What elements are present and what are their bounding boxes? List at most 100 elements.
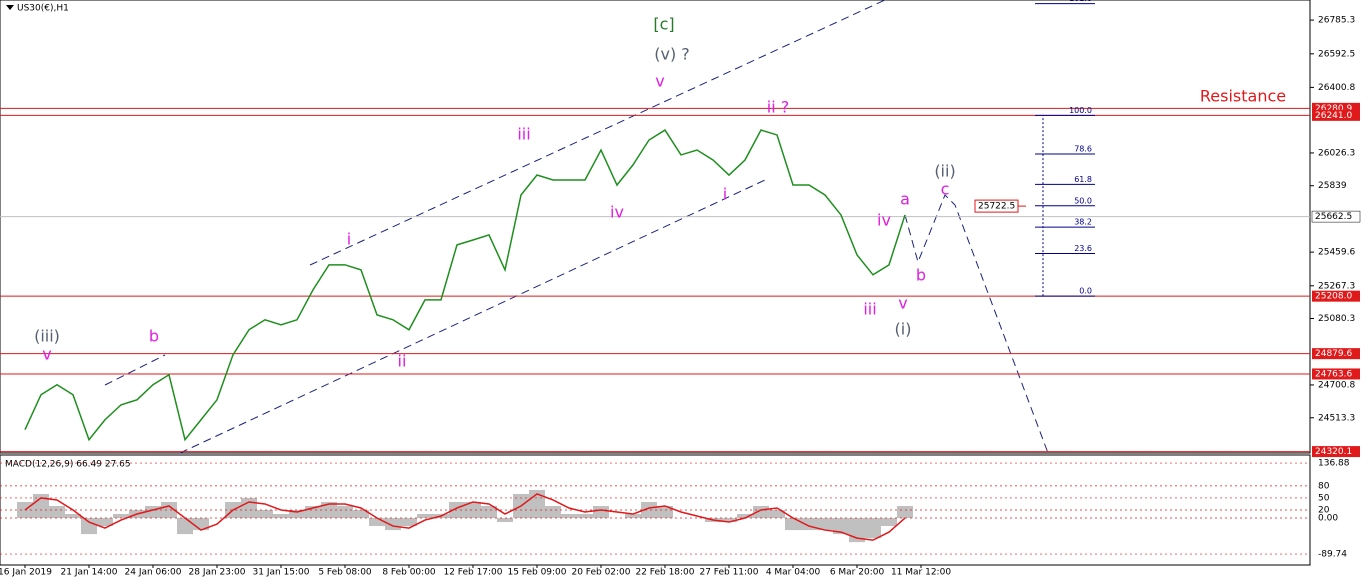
x-tick-label: 31 Jan 15:00 <box>253 568 310 578</box>
wave-label: [c] <box>653 15 674 34</box>
reference-label-bg <box>1312 102 1360 114</box>
x-tick-label: 27 Feb 11:00 <box>699 568 758 578</box>
macd-tick-label: 20 <box>1318 506 1330 516</box>
macd-bar <box>577 514 593 519</box>
y-tick-label: 25267.3 <box>1318 281 1355 291</box>
macd-bar <box>769 510 785 519</box>
x-tick-label: 21 Jan 14:00 <box>61 568 118 578</box>
macd-bar <box>257 510 273 519</box>
macd-title: MACD(12,26,9) 66.49 27.65 <box>5 460 131 470</box>
x-tick-label: 16 Jan 2019 <box>0 568 52 578</box>
upper-channel <box>309 0 886 266</box>
macd-bar <box>833 518 849 535</box>
wave-label: v <box>42 345 51 364</box>
wave-label: ii <box>398 352 407 371</box>
menu-triangle[interactable] <box>6 5 14 10</box>
wave-label: (ii) <box>934 162 955 181</box>
wave-label: b <box>149 327 159 346</box>
macd-bar <box>497 518 513 523</box>
fib-label: 0.0 <box>1079 287 1092 296</box>
macd-tick-label: 0.00 <box>1318 514 1338 524</box>
x-tick-label: 6 Mar 20:00 <box>830 568 885 578</box>
fib-label: 78.6 <box>1074 145 1092 154</box>
reference-label-bg <box>1312 368 1360 380</box>
wave-label: v <box>898 294 907 313</box>
macd-bar <box>273 514 289 519</box>
macd-bar <box>289 510 305 519</box>
wave-label: Resistance <box>1200 87 1286 106</box>
wave-label: iii <box>517 125 530 144</box>
macd-bar <box>593 505 609 519</box>
macd-tick-label: 80 <box>1318 481 1330 491</box>
x-tick-label: 5 Feb 08:00 <box>318 568 372 578</box>
macd-bar <box>49 505 65 519</box>
x-tick-label: 22 Feb 18:00 <box>635 568 694 578</box>
wave-label: iv <box>610 203 624 222</box>
macd-bar <box>113 514 129 519</box>
macd-bar <box>417 514 433 519</box>
macd-bar <box>353 510 369 519</box>
reference-label: 26241.0 <box>1315 111 1352 121</box>
macd-bar <box>321 501 337 519</box>
y-tick-label: 25459.6 <box>1318 248 1355 258</box>
fib-label: 38.2 <box>1074 218 1092 227</box>
x-tick-label: 24 Jan 06:00 <box>125 568 182 578</box>
fib-label: 23.6 <box>1074 244 1092 253</box>
y-tick-label: 25839 <box>1318 181 1347 191</box>
reference-label-bg <box>1312 290 1360 302</box>
reference-label-bg <box>1312 446 1360 458</box>
macd-bar <box>241 497 257 519</box>
macd-bar <box>481 505 497 519</box>
macd-bar <box>177 518 193 535</box>
macd-tick-label: 50 <box>1318 493 1330 503</box>
channel-lines <box>104 0 1049 454</box>
macd-bar <box>897 505 913 519</box>
x-tick-label: 12 Feb 17:00 <box>443 568 502 578</box>
macd-bar <box>881 518 897 527</box>
fib-label: 50.0 <box>1074 196 1092 205</box>
current-price-label: 25662.5 <box>1315 212 1352 222</box>
macd-bar <box>369 518 385 527</box>
x-tick-label: 4 Mar 04:00 <box>766 568 821 578</box>
macd-bar <box>737 514 753 519</box>
wave-label: i <box>347 230 351 249</box>
wave-label: v <box>655 72 664 91</box>
y-tick-label: 24700.8 <box>1318 380 1355 390</box>
price-line <box>24 129 906 442</box>
x-tick-label: 20 Feb 02:00 <box>571 568 630 578</box>
reference-label: 24763.6 <box>1315 369 1352 379</box>
macd-bar <box>465 501 481 519</box>
macd-bar <box>561 514 577 519</box>
macd-bar <box>657 505 673 519</box>
macd-bar <box>65 514 81 519</box>
wave-label: b <box>916 266 926 285</box>
macd-bar <box>545 505 561 519</box>
fib-label: 161.8 <box>1069 0 1092 3</box>
level-box-label: 25722.5 <box>978 202 1015 212</box>
macd-bar <box>625 514 641 519</box>
macd-tick-label: 136.88 <box>1318 459 1350 469</box>
y-tick-label: 26400.8 <box>1318 83 1355 93</box>
x-tick-label: 8 Feb 00:00 <box>382 568 436 578</box>
macd-bar <box>817 518 833 531</box>
macd-bar <box>337 505 353 519</box>
macd-bar <box>785 518 801 531</box>
small-channel <box>104 354 166 386</box>
reference-label: 25208.0 <box>1315 292 1352 302</box>
symbol-title: US30(€),H1 <box>17 4 69 14</box>
macd-bar <box>641 501 657 519</box>
y-tick-label: 26592.5 <box>1318 49 1355 59</box>
y-tick-label: 26785.3 <box>1318 16 1355 26</box>
wave-label: (iii) <box>34 327 60 346</box>
y-tick-label: 24513.3 <box>1318 413 1355 423</box>
forecast-path <box>904 194 1049 454</box>
macd-bar <box>97 518 113 527</box>
x-tick-label: 15 Feb 09:00 <box>507 568 566 578</box>
signal-line <box>24 493 906 541</box>
wave-label: a <box>900 190 910 209</box>
macd-bar <box>81 518 97 535</box>
x-tick-label: 11 Mar 12:00 <box>891 568 951 578</box>
macd-bar <box>721 518 737 523</box>
price-panel <box>0 0 1311 454</box>
